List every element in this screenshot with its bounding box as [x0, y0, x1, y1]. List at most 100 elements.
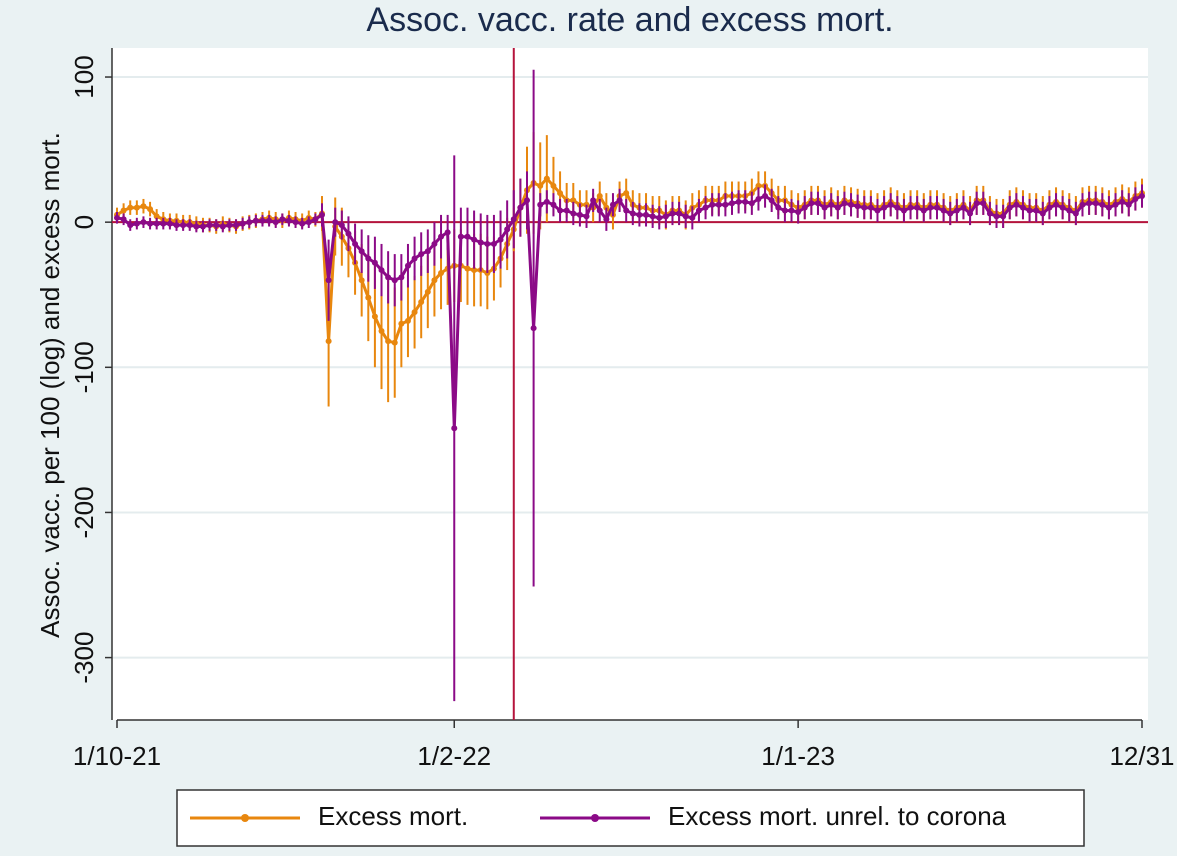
data-point: [735, 198, 742, 205]
data-point: [1033, 207, 1040, 214]
data-point: [1072, 210, 1079, 217]
data-point: [233, 222, 240, 229]
data-point: [590, 197, 597, 204]
y-tick-label: 100: [69, 55, 99, 98]
data-point: [199, 223, 206, 230]
data-point: [643, 211, 650, 218]
data-point: [729, 200, 735, 207]
data-point: [431, 277, 438, 284]
data-point: [438, 233, 445, 240]
data-point: [471, 267, 478, 274]
data-point: [596, 193, 603, 200]
data-point: [120, 216, 127, 223]
data-point: [947, 210, 954, 217]
data-point: [464, 265, 471, 272]
data-point: [173, 222, 180, 229]
y-tick-label: 0: [69, 215, 99, 229]
data-point: [325, 338, 332, 345]
data-point: [385, 338, 392, 345]
data-point: [411, 309, 418, 316]
data-point: [781, 207, 788, 214]
data-point: [1139, 193, 1145, 200]
data-point: [252, 217, 259, 224]
data-point: [576, 211, 583, 218]
y-tick-label: -100: [69, 341, 99, 393]
data-point: [570, 197, 577, 204]
data-point: [748, 200, 755, 207]
data-point: [874, 207, 881, 214]
data-point: [319, 211, 325, 218]
data-point: [636, 211, 643, 218]
data-point: [530, 325, 537, 332]
data-point: [570, 210, 577, 217]
data-point: [1066, 207, 1073, 214]
data-point: [1039, 210, 1046, 217]
data-point: [418, 251, 425, 258]
data-point: [378, 267, 385, 274]
x-tick-label: 1/1-23: [761, 741, 835, 771]
data-point: [279, 216, 286, 223]
data-point: [391, 277, 398, 284]
data-point: [153, 213, 160, 220]
data-point: [742, 198, 749, 205]
data-point: [1059, 204, 1066, 211]
data-point: [623, 207, 630, 214]
data-point: [848, 201, 855, 208]
data-point: [953, 207, 960, 214]
data-point: [755, 182, 762, 189]
data-point: [471, 236, 478, 243]
data-point: [464, 233, 471, 240]
data-point: [1105, 204, 1112, 211]
data-point: [973, 200, 980, 207]
data-point: [166, 220, 173, 227]
data-point: [219, 223, 226, 230]
data-point: [272, 219, 279, 226]
data-point: [623, 190, 630, 197]
x-tick-label: 1/2-22: [417, 741, 491, 771]
plot-area: [112, 48, 1148, 720]
data-point: [1119, 198, 1126, 205]
data-point: [967, 210, 974, 217]
data-point: [795, 209, 802, 216]
data-point: [557, 207, 564, 214]
data-point: [1046, 204, 1053, 211]
data-point: [1000, 213, 1007, 220]
data-point: [609, 201, 616, 208]
data-point: [299, 220, 306, 227]
data-point: [550, 201, 557, 208]
data-point: [986, 210, 993, 217]
data-point: [352, 240, 359, 247]
data-point: [147, 206, 154, 213]
data-point: [543, 198, 550, 205]
data-point: [451, 425, 458, 432]
data-point: [775, 204, 782, 211]
data-point: [755, 195, 762, 202]
data-point: [861, 204, 868, 211]
data-point: [424, 288, 431, 295]
data-point: [1026, 207, 1033, 214]
data-point: [656, 214, 663, 221]
data-point: [477, 239, 484, 246]
data-point: [239, 220, 246, 227]
data-point: [762, 193, 769, 200]
data-point: [676, 210, 683, 217]
data-point: [550, 182, 557, 189]
data-point: [226, 222, 233, 229]
data-point: [147, 220, 154, 227]
data-point: [371, 259, 378, 266]
data-point: [358, 277, 365, 284]
data-point: [841, 200, 848, 207]
data-point: [438, 269, 445, 276]
data-point: [993, 213, 1000, 220]
data-point: [133, 220, 140, 227]
data-point: [801, 204, 808, 211]
data-point: [457, 233, 464, 240]
data-point: [140, 203, 147, 210]
data-point: [669, 210, 676, 217]
data-point: [510, 216, 517, 223]
data-point: [808, 200, 815, 207]
legend-label: Excess mort. unrel. to corona: [668, 801, 1007, 831]
data-point: [834, 204, 841, 211]
data-point: [583, 213, 590, 220]
